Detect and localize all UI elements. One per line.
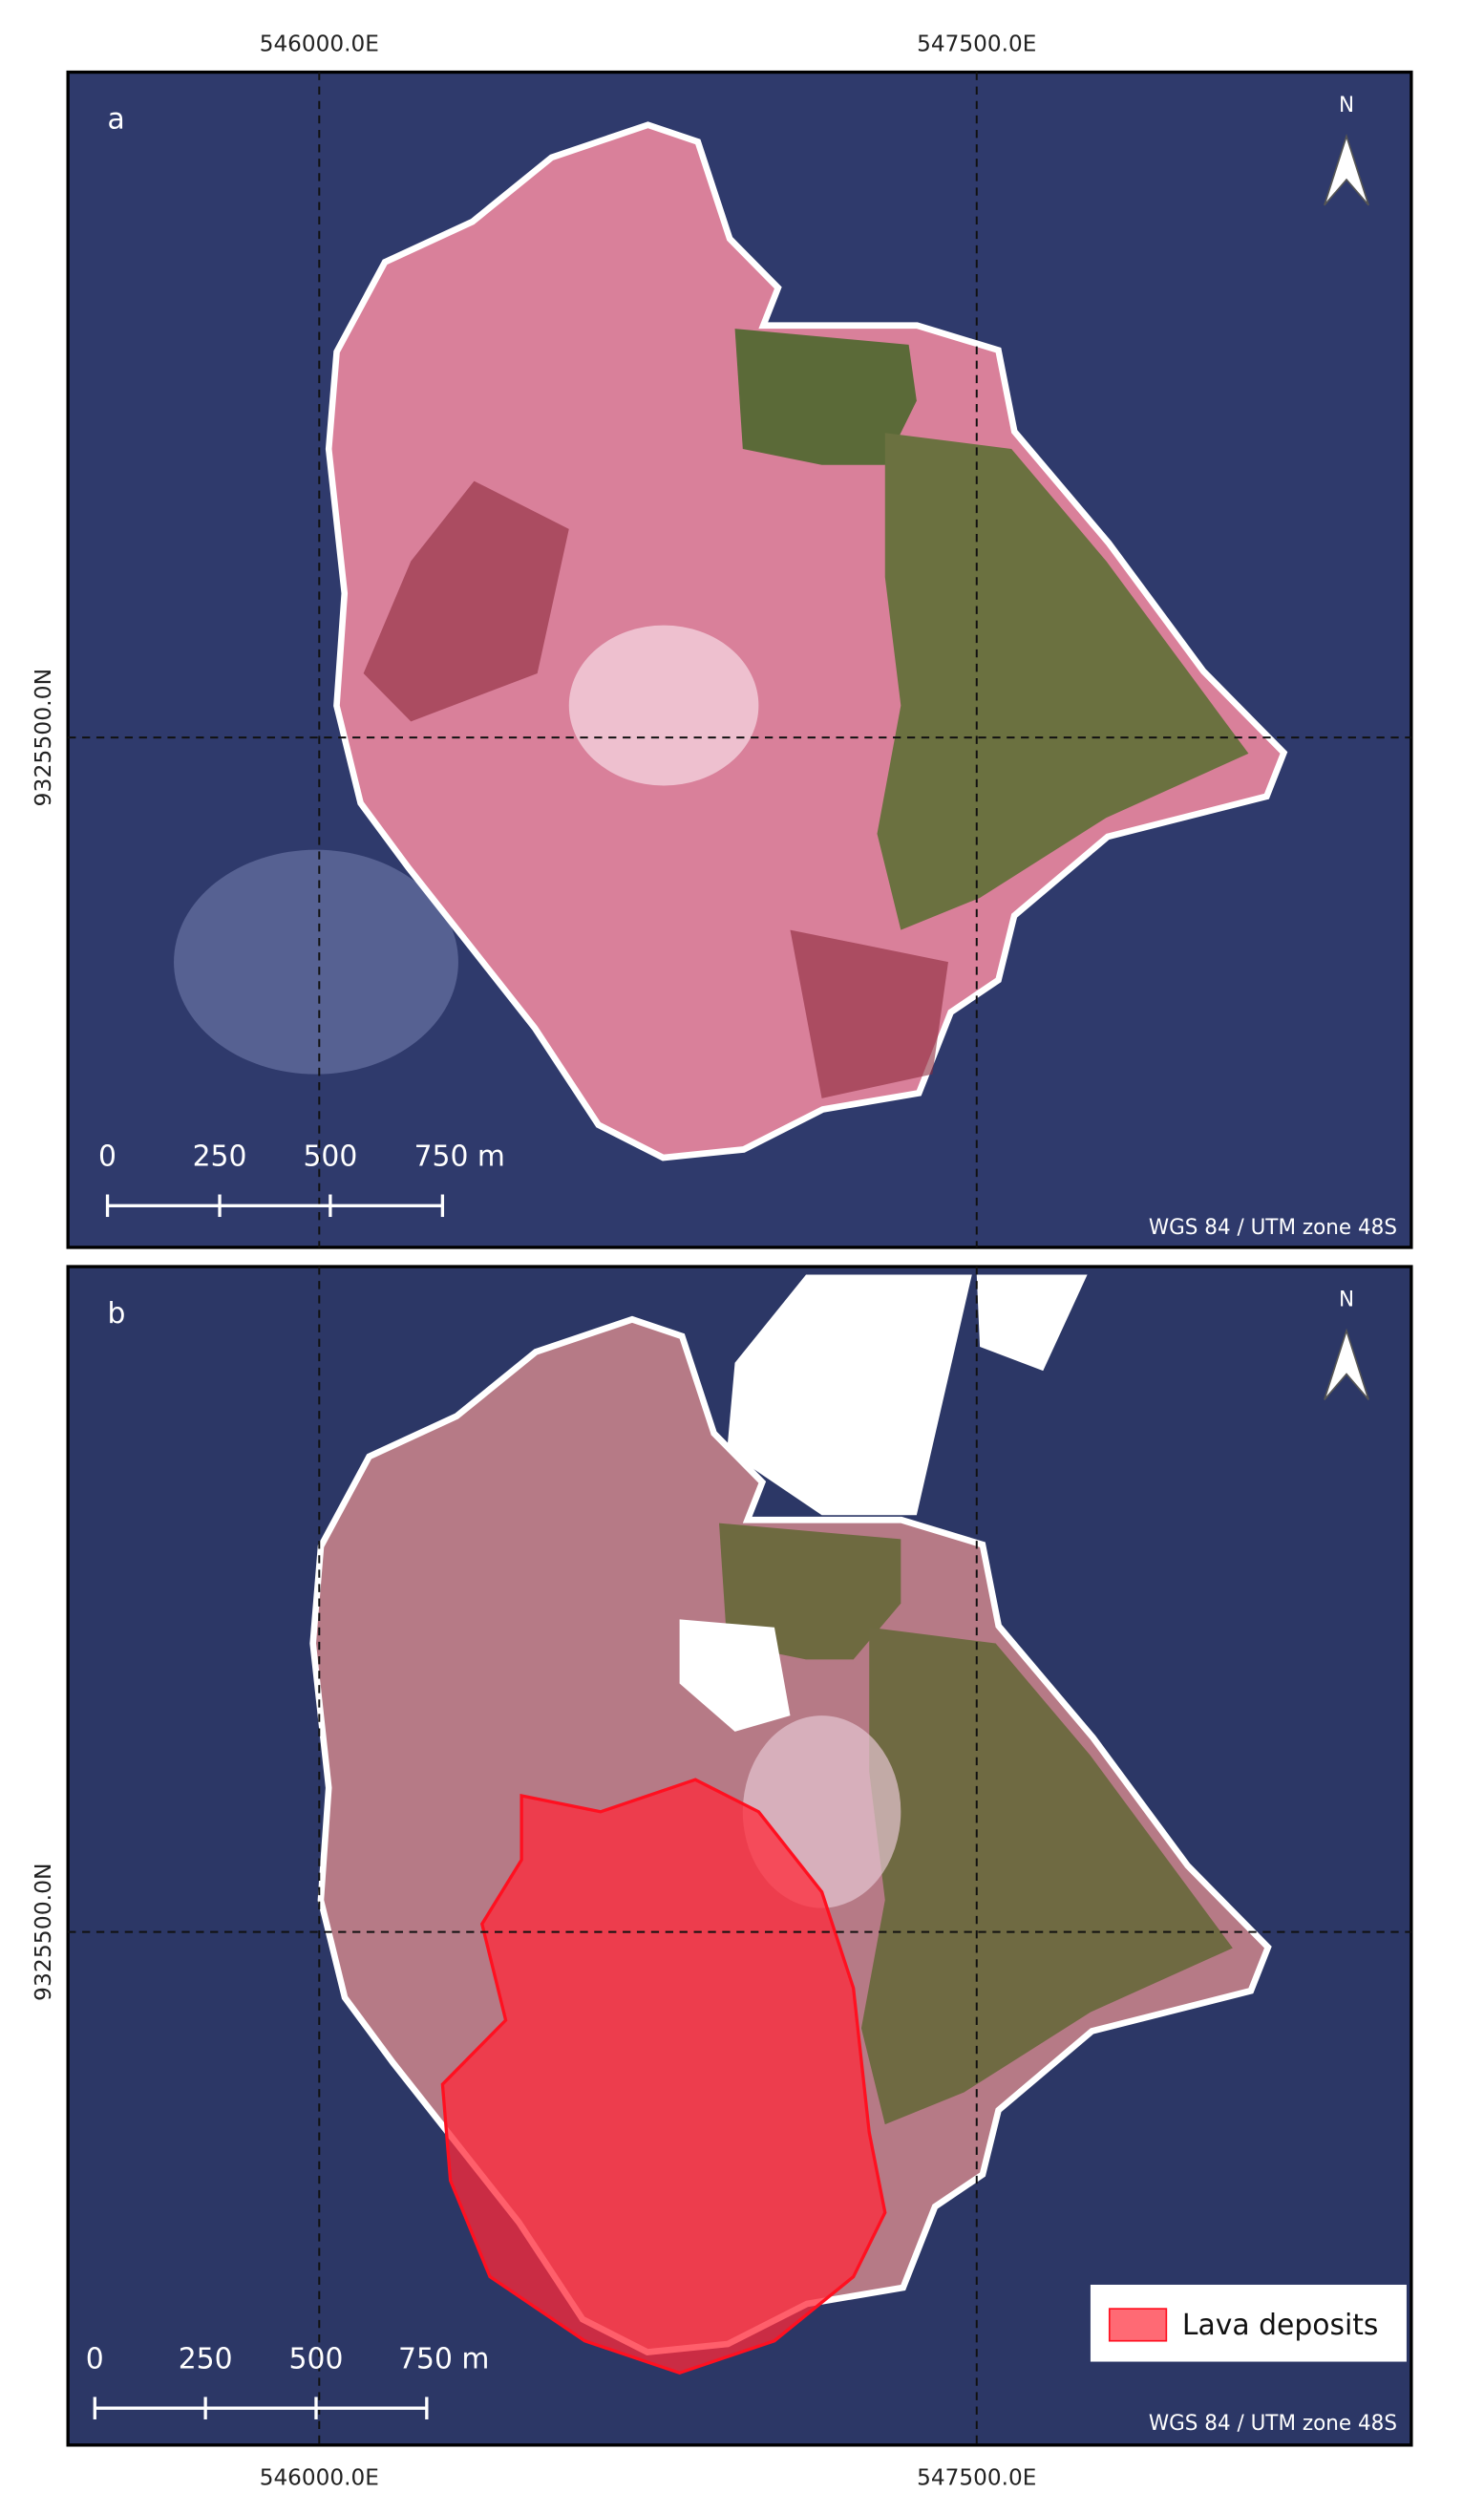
scale-label: 0 [98, 1140, 117, 1173]
scale-label: 250 [193, 1140, 247, 1173]
crs-label: WGS 84 / UTM zone 48S [1149, 2412, 1397, 2436]
x-coord-label: 547500.0E [917, 2463, 1036, 2490]
legend-swatch [1108, 2308, 1168, 2342]
x-coord-label: 546000.0E [260, 2463, 379, 2490]
panel-label: b [108, 1297, 126, 1331]
crater [568, 625, 759, 786]
legend-label: Lava deposits [1182, 2309, 1379, 2342]
lava-deposits [440, 1778, 887, 2376]
panel-label: a [108, 102, 125, 136]
forest [877, 433, 1249, 930]
cloud-mask [976, 1274, 1088, 1372]
scale-label: 750 m [414, 1140, 505, 1173]
y-coord-label: 9325500.0N [30, 669, 56, 807]
cloud [174, 849, 458, 1075]
forest [860, 1627, 1233, 2125]
dark-slope [363, 480, 569, 722]
y-coord-label: 9325500.0N [30, 1863, 56, 2001]
scale-bar [93, 2397, 429, 2419]
north-label: N [1339, 94, 1354, 117]
cloud-mask [679, 1619, 791, 1732]
x-coord-label: 546000.0E [260, 30, 379, 56]
north-arrow [1324, 1328, 1369, 1400]
north-arrow [1324, 133, 1369, 206]
forest [719, 1523, 901, 1660]
panel-a: a N 0 250 500 750 m WGS 84 / UTM zone 48… [66, 70, 1413, 1249]
scale-label: 750 m [398, 2342, 489, 2376]
scale-label: 500 [303, 1140, 357, 1173]
scale-label: 0 [86, 2342, 104, 2376]
forest [734, 329, 917, 465]
crs-label: WGS 84 / UTM zone 48S [1149, 1216, 1397, 1240]
scale-label: 500 [289, 2342, 344, 2376]
panel-b: b N 0 250 500 750 m WGS 84 / UTM zone 48… [66, 1265, 1413, 2447]
scale-label: 250 [179, 2342, 233, 2376]
x-coord-label: 547500.0E [917, 30, 1036, 56]
cloud-mask [727, 1274, 972, 1516]
dark-slope [790, 929, 948, 1098]
scale-bar [105, 1194, 445, 1218]
legend: Lava deposits [1090, 2284, 1407, 2362]
north-label: N [1339, 1288, 1354, 1311]
